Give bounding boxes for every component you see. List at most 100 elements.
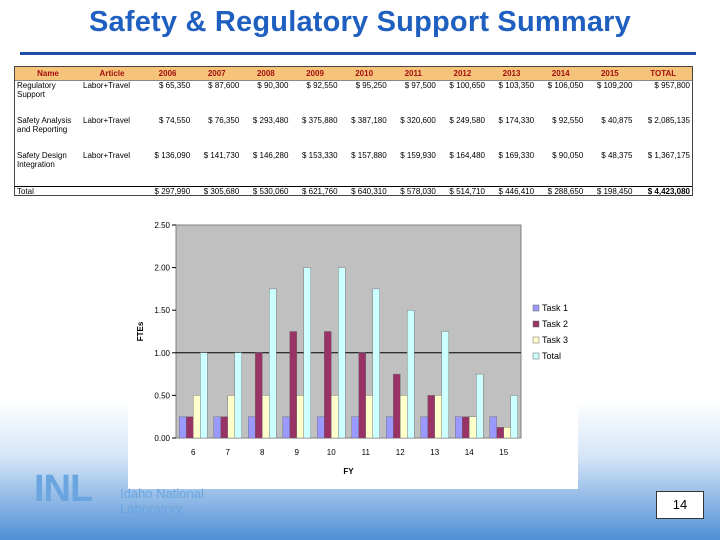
bar-task-3 <box>296 395 304 439</box>
bar-total <box>269 288 277 439</box>
y-tick-label: 1.50 <box>154 306 170 315</box>
cell: $ 293,480 <box>252 116 289 125</box>
bar-task-2 <box>220 416 228 439</box>
bar-task-2 <box>393 373 401 439</box>
cell: $ 95,250 <box>355 81 387 90</box>
grand-total: $ 4,423,080 <box>634 186 692 195</box>
bar-task-2 <box>462 416 470 439</box>
bar-total <box>476 373 484 439</box>
bar-task-3 <box>503 427 511 439</box>
bar-task-2 <box>496 427 504 439</box>
cell: $ 297,990 <box>143 186 193 195</box>
header-2010: 2010 <box>339 67 389 81</box>
legend-swatch <box>532 336 540 344</box>
page-number: 14 <box>656 491 704 519</box>
y-tick-label: 2.50 <box>154 221 170 230</box>
bar-task-3 <box>400 395 408 439</box>
header-2007: 2007 <box>192 67 242 81</box>
header-2014: 2014 <box>536 67 586 81</box>
inl-logo: INL Idaho National Laboratory <box>34 468 254 516</box>
y-tick-label: 0.00 <box>154 434 170 443</box>
inl-logo-text: Idaho National Laboratory <box>120 486 204 516</box>
row-article: Labor+Travel <box>83 81 131 90</box>
fte-chart-svg: 0.00 0.50 1.00 1.50 2.00 2.50 6 7 8 9 10 11 12 13 14 15… <box>136 221 568 476</box>
cell: $ 90,050 <box>552 151 584 160</box>
bar-task-1 <box>455 416 463 439</box>
legend-swatch <box>532 352 540 360</box>
header-2009: 2009 <box>290 67 340 81</box>
header-article: Article <box>81 67 143 81</box>
cell: $ 76,350 <box>208 116 240 125</box>
cell: $ 65,350 <box>159 81 191 90</box>
row-name: Safety Design Integration <box>17 151 67 169</box>
header-2006: 2006 <box>143 67 193 81</box>
cell: $ 159,930 <box>400 151 436 160</box>
bar-task-1 <box>179 416 187 439</box>
cell: $ 153,330 <box>301 151 338 160</box>
cell: $ 169,330 <box>498 151 535 160</box>
bar-total <box>200 352 208 439</box>
header-2015: 2015 <box>585 67 635 81</box>
cell-total: $ 1,367,175 <box>647 151 690 160</box>
bar-task-1 <box>213 416 221 439</box>
x-tick-label: 15 <box>499 448 508 457</box>
bar-task-1 <box>386 416 394 439</box>
cell-total: $ 957,800 <box>654 81 690 90</box>
cell: $ 97,500 <box>404 81 436 90</box>
x-tick-label: 9 <box>295 448 300 457</box>
cell: $ 305,680 <box>192 186 242 195</box>
row-article: Labor+Travel <box>83 116 131 125</box>
cell: $ 48,375 <box>601 151 633 160</box>
bar-total <box>510 395 518 439</box>
row-name: Total <box>15 186 81 195</box>
header-2013: 2013 <box>486 67 537 81</box>
x-tick-label: 14 <box>465 448 474 457</box>
bar-task-3 <box>331 395 339 439</box>
x-tick-label: 8 <box>260 448 265 457</box>
header-name: Name <box>15 67 81 81</box>
x-tick-label: 12 <box>396 448 405 457</box>
bar-task-2 <box>324 331 332 439</box>
bar-task-3 <box>365 395 373 439</box>
x-tick-label: 7 <box>226 448 231 457</box>
bar-total <box>407 309 415 439</box>
bar-task-1 <box>248 416 256 439</box>
cell: $ 87,600 <box>208 81 240 90</box>
row-article <box>81 186 143 195</box>
header-2012: 2012 <box>437 67 487 81</box>
table-row: Safety Design Integration Labor+Travel $… <box>15 151 692 187</box>
cell: $ 90,300 <box>257 81 289 90</box>
inl-logo-mark: INL <box>34 468 93 510</box>
cell: $ 92,550 <box>306 81 338 90</box>
bar-task-2 <box>358 352 366 439</box>
bar-total <box>372 288 380 439</box>
bar-task-3 <box>469 416 477 439</box>
cell: $ 249,580 <box>449 116 485 125</box>
bar-task-1 <box>317 416 325 439</box>
bar-task-2 <box>255 352 263 439</box>
bar-task-2 <box>427 395 435 439</box>
bar-task-1 <box>420 416 428 439</box>
title-underline <box>20 52 696 55</box>
row-name: Safety Analysis and Reporting <box>17 116 72 134</box>
table-row: Regulatory Support Labor+Travel $ 65,350… <box>15 81 692 117</box>
fte-chart: 0.00 0.50 1.00 1.50 2.00 2.50 6 7 8 9 10 11 12 13 14 15… <box>128 215 578 489</box>
bar-task-3 <box>227 395 235 439</box>
legend-label: Task 3 <box>542 335 568 345</box>
bar-task-3 <box>434 395 442 439</box>
cell: $ 288,650 <box>536 186 586 195</box>
legend-swatch <box>532 320 540 328</box>
cost-table: Name Article 2006 2007 2008 2009 2010 20… <box>14 66 693 196</box>
y-tick-label: 1.00 <box>154 349 170 358</box>
bar-total <box>234 352 242 439</box>
slide-title: Safety & Regulatory Support Summary <box>89 6 631 38</box>
bar-total <box>303 267 311 439</box>
header-2011: 2011 <box>388 67 438 81</box>
cell: $ 74,550 <box>159 116 191 125</box>
cell: $ 514,710 <box>437 186 487 195</box>
bar-task-3 <box>262 395 270 439</box>
y-axis-label: FTEs <box>136 321 145 341</box>
bar-task-1 <box>489 416 497 439</box>
x-tick-label: 10 <box>327 448 336 457</box>
x-tick-label: 13 <box>430 448 439 457</box>
